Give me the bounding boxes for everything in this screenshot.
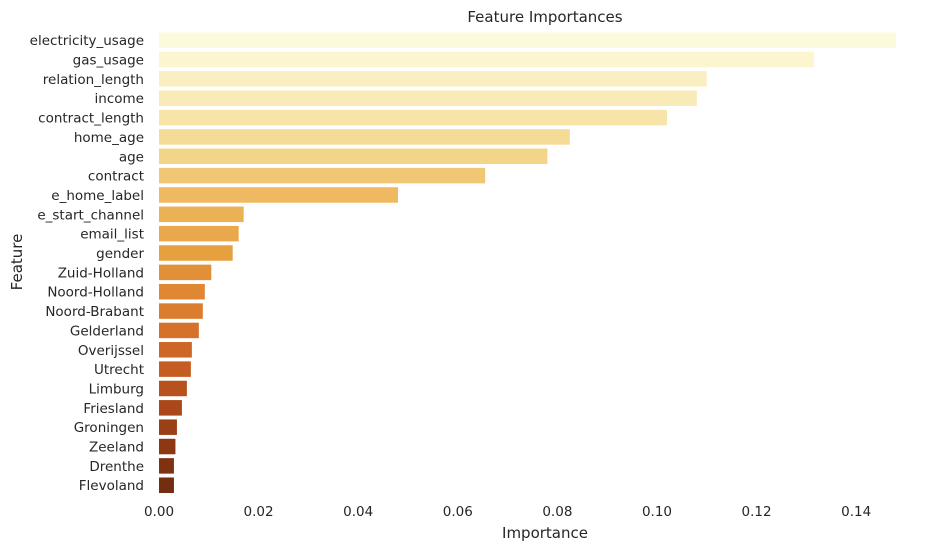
y-tick-label: gas_usage [73, 53, 144, 69]
y-tick-label: Drenthe [89, 459, 144, 475]
bar-drenthe [159, 458, 174, 474]
bar-gender [159, 245, 233, 261]
x-tick-label: 0.00 [144, 504, 174, 520]
bar-gas-usage [159, 51, 814, 68]
y-tick-label: contract [88, 169, 144, 185]
bar-overijssel [159, 342, 192, 358]
y-tick-label: income [95, 91, 144, 107]
y-tick-label: Groningen [74, 420, 144, 436]
y-tick-labels: electricity_usage gas_usage relation_lengt… [30, 33, 145, 494]
y-tick-label: Overijssel [78, 343, 144, 359]
x-axis-title: Importance [502, 524, 588, 542]
bar-age [159, 148, 548, 165]
y-tick-label: Zeeland [89, 440, 144, 456]
y-tick-label: e_start_channel [37, 207, 144, 223]
y-tick-label: age [119, 149, 144, 165]
bar-friesland [159, 400, 182, 416]
bar-flevoland [159, 477, 174, 493]
x-tick-label: 0.04 [343, 504, 373, 520]
bar-income [159, 90, 697, 106]
chart-title: Feature Importances [467, 8, 622, 26]
bar-limburg [159, 380, 187, 397]
bar-zeeland [159, 438, 176, 455]
y-tick-label: Noord-Holland [47, 285, 144, 301]
bars-group [159, 32, 896, 493]
x-tick-label: 0.02 [244, 504, 274, 520]
x-tick-label: 0.10 [642, 504, 672, 520]
bar-contract [159, 167, 486, 184]
bar-relation-length [159, 71, 707, 87]
y-tick-label: home_age [74, 130, 144, 146]
y-tick-label: e_home_label [51, 188, 144, 204]
y-tick-label: Friesland [83, 401, 144, 417]
bar-gelderland [159, 322, 199, 339]
y-axis-title: Feature [8, 234, 26, 291]
bar-electricity-usage [159, 32, 896, 48]
x-tick-label: 0.14 [841, 504, 871, 520]
y-tick-label: Utrecht [94, 362, 144, 378]
y-tick-label: Limburg [89, 381, 144, 397]
y-tick-label: Zuid-Holland [58, 265, 144, 281]
y-tick-label: email_list [80, 227, 144, 243]
y-tick-label: contract_length [38, 111, 144, 127]
bar-noord-brabant [159, 303, 203, 319]
y-tick-label: relation_length [43, 72, 144, 88]
y-tick-label: Gelderland [70, 323, 144, 339]
y-tick-label: gender [96, 246, 144, 262]
bar-groningen [159, 419, 177, 435]
bar-home-age [159, 129, 570, 145]
y-tick-label: Flevoland [79, 478, 144, 494]
x-tick-labels: 0.00 0.02 0.04 0.06 0.08 0.10 0.12 0.14 [144, 504, 871, 520]
bar-contract-length [159, 109, 667, 126]
y-tick-label: Noord-Brabant [45, 304, 144, 320]
x-tick-label: 0.06 [443, 504, 473, 520]
y-tick-label: electricity_usage [30, 33, 144, 49]
bar-zuid-holland [159, 264, 212, 281]
bar-noord-holland [159, 283, 205, 300]
bar-email-list [159, 225, 239, 242]
bar-utrecht [159, 361, 191, 377]
bar-e-home-label [159, 187, 399, 203]
x-tick-label: 0.08 [542, 504, 572, 520]
x-tick-label: 0.12 [742, 504, 772, 520]
bar-e-start-channel [159, 206, 244, 223]
